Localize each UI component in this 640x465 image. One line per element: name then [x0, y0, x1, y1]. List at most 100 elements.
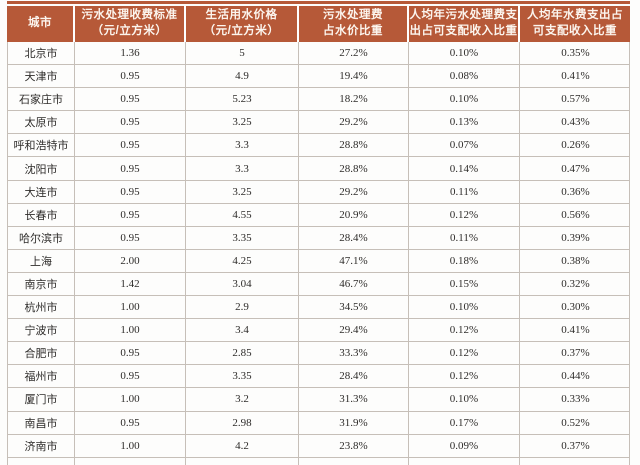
table-row: 南昌市 0.95 2.98 31.9% 0.17% 0.52% — [7, 411, 631, 435]
value-cell: 0.30% — [519, 296, 631, 319]
value-cell: 2.85 — [185, 342, 298, 365]
value-cell: 0.95 — [74, 65, 185, 88]
value-cell: 3.2 — [185, 388, 298, 411]
city-name-cell: 宁波市 — [24, 325, 58, 338]
value-cell: 0.35% — [519, 42, 631, 65]
value-cell: 0.32% — [519, 272, 631, 296]
value-cell: 0.11% — [408, 180, 519, 203]
table-row: 天津市 0.95 4.9 19.4% 0.08% 0.41% — [7, 65, 631, 89]
empty-cell — [185, 457, 298, 465]
value-cell: 0.09% — [408, 434, 519, 457]
value-cell: 3.25 — [185, 180, 298, 203]
value-cell: 0.10% — [408, 296, 519, 319]
table-row: 南京市 1.42 3.04 46.7% 0.15% 0.32% — [7, 272, 631, 297]
empty-cell — [408, 457, 519, 465]
column-header-domestic-water-price: 生活用水价格 （元/立方米） — [184, 6, 297, 42]
value-cell: 3.3 — [185, 134, 298, 157]
empty-cell — [298, 457, 408, 465]
table-body: 北京市 1.36 5 27.2% 0.10% 0.35% 天津市 0.95 4.9 19.4% 0.… — [7, 42, 630, 458]
city-name-cell: 沈阳市 — [24, 163, 58, 176]
value-cell: 0.11% — [408, 226, 519, 249]
table-row: 呼和浩特市 0.95 3.3 28.8% 0.07% 0.26% — [7, 134, 631, 158]
value-cell: 0.95 — [74, 180, 185, 203]
value-cell: 0.41% — [519, 319, 631, 342]
value-cell: 0.10% — [408, 42, 519, 65]
value-cell: 0.52% — [519, 411, 631, 434]
value-cell: 3.35 — [185, 226, 298, 249]
value-cell: 28.4% — [298, 226, 408, 249]
city-name-cell: 南昌市 — [24, 417, 58, 430]
table-row-partial-clipped — [7, 457, 630, 465]
empty-cell — [74, 457, 185, 465]
value-cell: 4.55 — [185, 203, 298, 226]
table-top-rule — [7, 1, 630, 4]
value-cell: 4.2 — [185, 434, 298, 457]
value-cell: 0.44% — [519, 365, 631, 388]
value-cell: 5 — [185, 42, 298, 65]
value-cell: 0.41% — [519, 65, 631, 88]
value-cell: 0.10% — [408, 88, 519, 111]
table-row: 宁波市 1.00 3.4 29.4% 0.12% 0.41% — [7, 319, 631, 343]
value-cell: 1.42 — [74, 272, 185, 296]
value-cell: 29.2% — [298, 180, 408, 203]
city-name-cell: 长春市 — [24, 209, 58, 222]
column-header-sewage-spend-share-of-income: 人均年污水处理费支 出占可支配收入比重 — [407, 6, 518, 42]
city-name-cell: 南京市 — [24, 278, 58, 291]
value-cell: 0.18% — [408, 249, 519, 272]
value-cell: 2.9 — [185, 296, 298, 319]
water-fee-table: 城市 污水处理收费标准 （元/立方米） 生活用水价格 （元/立方米） 污水处理费… — [7, 1, 630, 465]
value-cell: 0.95 — [74, 342, 185, 365]
value-cell: 3.35 — [185, 365, 298, 388]
value-cell: 0.36% — [519, 180, 631, 203]
value-cell: 33.3% — [298, 342, 408, 365]
value-cell: 47.1% — [298, 249, 408, 272]
value-cell: 28.8% — [298, 157, 408, 180]
value-cell: 31.9% — [298, 411, 408, 434]
city-name-cell: 合肥市 — [24, 348, 58, 361]
value-cell: 0.12% — [408, 342, 519, 365]
value-cell: 27.2% — [298, 42, 408, 65]
value-cell: 3.25 — [185, 111, 298, 134]
value-cell: 28.4% — [298, 365, 408, 388]
table-row: 太原市 0.95 3.25 29.2% 0.13% 0.43% — [7, 111, 630, 135]
column-header-sewage-fee-share-of-price: 污水处理费 占水价比重 — [297, 6, 407, 42]
table-row: 厦门市 1.00 3.2 31.3% 0.10% 0.33% — [7, 388, 630, 412]
city-name-cell: 太原市 — [24, 117, 58, 130]
value-cell: 3.4 — [185, 319, 298, 342]
city-name-cell: 北京市 — [24, 48, 58, 61]
value-cell: 0.17% — [408, 411, 519, 434]
value-cell: 0.37% — [519, 342, 631, 365]
value-cell: 20.9% — [298, 203, 408, 226]
value-cell: 0.57% — [519, 88, 631, 111]
value-cell: 31.3% — [298, 388, 408, 411]
table-header-row: 城市 污水处理收费标准 （元/立方米） 生活用水价格 （元/立方米） 污水处理费… — [7, 6, 630, 42]
empty-cell — [8, 458, 74, 465]
value-cell: 1.00 — [74, 434, 185, 457]
value-cell: 2.98 — [185, 411, 298, 434]
city-name-cell: 上海 — [30, 255, 52, 268]
table-row: 沈阳市 0.95 3.3 28.8% 0.14% 0.47% — [7, 157, 630, 181]
value-cell: 3.3 — [185, 157, 298, 180]
column-header-sewage-fee-standard: 污水处理收费标准 （元/立方米） — [73, 6, 184, 42]
value-cell: 1.36 — [74, 42, 185, 65]
value-cell: 0.12% — [408, 319, 519, 342]
value-cell: 29.2% — [298, 111, 408, 134]
value-cell: 0.95 — [74, 365, 185, 388]
city-name-cell: 哈尔滨市 — [19, 232, 63, 245]
value-cell: 0.26% — [519, 134, 631, 157]
value-cell: 23.8% — [298, 434, 408, 457]
value-cell: 46.7% — [298, 272, 408, 296]
value-cell: 0.95 — [74, 88, 185, 111]
column-header-water-spend-share-of-income: 人均年水费支出占 可支配收入比重 — [518, 6, 630, 42]
value-cell: 0.56% — [519, 203, 631, 226]
table-row: 杭州市 1.00 2.9 34.5% 0.10% 0.30% — [7, 296, 631, 320]
value-cell: 0.14% — [408, 157, 519, 180]
value-cell: 0.95 — [74, 411, 185, 434]
value-cell: 19.4% — [298, 65, 408, 88]
value-cell: 1.00 — [74, 319, 185, 342]
table-row: 济南市 1.00 4.2 23.8% 0.09% 0.37% — [7, 434, 630, 458]
city-name-cell: 厦门市 — [24, 394, 58, 407]
table-row: 大连市 0.95 3.25 29.2% 0.11% 0.36% — [7, 180, 631, 204]
value-cell: 0.95 — [74, 157, 185, 180]
